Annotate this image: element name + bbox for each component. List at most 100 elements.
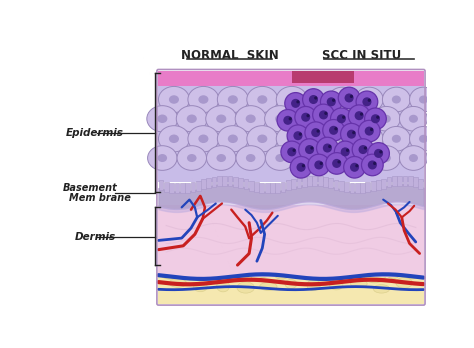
Ellipse shape	[383, 126, 410, 151]
Ellipse shape	[373, 146, 400, 171]
Bar	[312, 176, 317, 186]
Ellipse shape	[410, 126, 438, 151]
Text: NORMAL  SKIN: NORMAL SKIN	[181, 49, 279, 62]
Ellipse shape	[392, 95, 401, 103]
Bar	[185, 183, 190, 193]
Bar	[180, 183, 185, 193]
Ellipse shape	[392, 135, 401, 143]
Text: Epidermis: Epidermis	[65, 128, 123, 137]
Circle shape	[324, 112, 328, 115]
Circle shape	[345, 94, 354, 103]
Bar	[302, 176, 307, 187]
Bar	[318, 176, 322, 186]
Ellipse shape	[246, 154, 255, 162]
Ellipse shape	[374, 285, 390, 293]
Bar	[191, 182, 195, 192]
Ellipse shape	[328, 87, 356, 112]
Ellipse shape	[198, 95, 209, 104]
Ellipse shape	[404, 267, 419, 279]
Circle shape	[332, 99, 335, 102]
Circle shape	[350, 163, 359, 172]
Ellipse shape	[147, 106, 178, 132]
Ellipse shape	[285, 279, 297, 288]
Circle shape	[302, 89, 324, 110]
Circle shape	[292, 149, 296, 152]
Circle shape	[362, 97, 372, 106]
Ellipse shape	[373, 106, 400, 131]
Circle shape	[352, 139, 374, 160]
Ellipse shape	[218, 86, 248, 113]
Circle shape	[289, 117, 292, 120]
Ellipse shape	[383, 87, 410, 112]
Circle shape	[317, 137, 338, 159]
Bar	[286, 180, 291, 190]
Circle shape	[327, 97, 336, 106]
Ellipse shape	[386, 266, 401, 278]
Bar	[328, 178, 333, 188]
Ellipse shape	[169, 95, 179, 104]
Ellipse shape	[228, 95, 238, 104]
Ellipse shape	[355, 115, 364, 123]
Ellipse shape	[419, 135, 428, 143]
Ellipse shape	[147, 146, 177, 171]
Ellipse shape	[348, 269, 364, 279]
Ellipse shape	[247, 126, 278, 152]
Text: Mem brane: Mem brane	[69, 193, 130, 203]
Bar	[249, 181, 254, 191]
Circle shape	[328, 145, 331, 148]
Circle shape	[348, 105, 370, 126]
Ellipse shape	[356, 87, 383, 112]
Bar	[297, 177, 301, 188]
Ellipse shape	[337, 95, 346, 103]
Bar	[339, 181, 344, 191]
Bar	[206, 178, 211, 188]
Bar	[402, 176, 407, 186]
Ellipse shape	[207, 146, 236, 171]
Bar	[275, 183, 280, 193]
Ellipse shape	[276, 126, 307, 152]
Circle shape	[352, 131, 356, 134]
Circle shape	[332, 159, 341, 168]
Ellipse shape	[318, 146, 346, 171]
Ellipse shape	[328, 269, 347, 278]
Ellipse shape	[169, 135, 179, 143]
Circle shape	[317, 129, 320, 133]
Circle shape	[310, 147, 313, 150]
Circle shape	[299, 133, 302, 136]
Ellipse shape	[246, 114, 255, 123]
Bar	[222, 176, 227, 186]
Bar	[382, 179, 386, 189]
Circle shape	[297, 163, 306, 172]
Circle shape	[323, 143, 332, 152]
Ellipse shape	[158, 86, 190, 113]
Ellipse shape	[409, 115, 418, 123]
Ellipse shape	[257, 95, 267, 104]
Ellipse shape	[328, 126, 356, 151]
Ellipse shape	[307, 280, 320, 291]
Ellipse shape	[188, 86, 219, 113]
Ellipse shape	[181, 269, 196, 279]
Ellipse shape	[409, 154, 418, 162]
Bar	[265, 183, 270, 193]
Bar	[259, 183, 264, 193]
Ellipse shape	[157, 114, 167, 123]
Circle shape	[373, 162, 376, 165]
Ellipse shape	[228, 135, 238, 143]
Bar	[408, 176, 413, 187]
Circle shape	[309, 95, 318, 104]
Ellipse shape	[396, 278, 412, 288]
Ellipse shape	[318, 106, 346, 131]
Bar	[334, 180, 338, 190]
Circle shape	[308, 154, 330, 176]
Ellipse shape	[159, 267, 181, 279]
Circle shape	[365, 127, 374, 136]
Ellipse shape	[329, 280, 343, 290]
Circle shape	[341, 124, 362, 145]
Circle shape	[326, 153, 347, 174]
Bar	[196, 181, 201, 191]
Circle shape	[368, 99, 371, 102]
Circle shape	[296, 100, 300, 103]
Ellipse shape	[158, 126, 190, 152]
Bar	[376, 180, 381, 190]
Circle shape	[362, 154, 383, 176]
